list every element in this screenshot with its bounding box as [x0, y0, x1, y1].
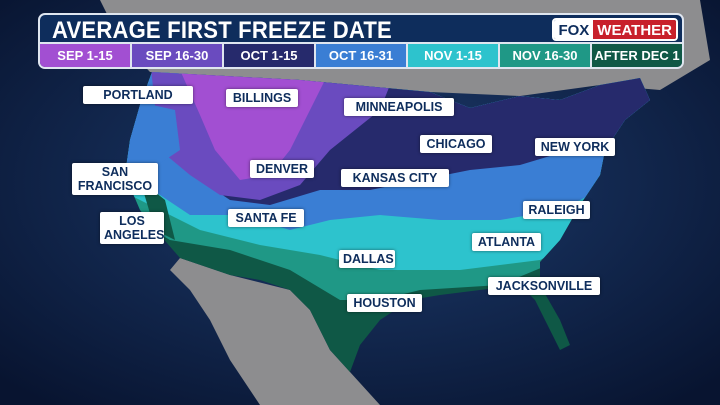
city-label-atlanta: ATLANTA — [472, 233, 541, 251]
city-label-chicago: CHICAGO — [420, 135, 492, 153]
san-francisco-line1: SAN — [101, 165, 129, 179]
san-francisco-line2: FRANCISCO — [77, 179, 153, 193]
city-label-new-york: NEW YORK — [535, 138, 615, 156]
city-label-denver: DENVER — [250, 160, 314, 178]
city-label-billings: BILLINGS — [226, 89, 298, 107]
logo-weather: WEATHER — [593, 20, 676, 39]
mexico-land — [170, 258, 380, 405]
map-title: AVERAGE FIRST FREEZE DATE — [52, 17, 392, 44]
los-angeles-line1: LOS — [119, 214, 145, 228]
legend-nov-1-15: NOV 1-15 — [408, 44, 500, 67]
logo-fox: FOX — [554, 20, 594, 39]
title-panel: AVERAGE FIRST FREEZE DATE FOX WEATHER SE… — [38, 13, 684, 69]
city-label-houston: HOUSTON — [347, 294, 422, 312]
city-label-kansas-city: KANSAS CITY — [341, 169, 449, 187]
city-label-los-angeles: LOS ANGELES — [100, 212, 164, 244]
city-label-santa-fe: SANTA FE — [228, 209, 304, 227]
fox-weather-logo: FOX WEATHER — [552, 18, 678, 41]
city-label-jacksonville: JACKSONVILLE — [488, 277, 600, 295]
city-label-dallas: DALLAS — [339, 250, 395, 268]
legend-nov-16-30: NOV 16-30 — [500, 44, 592, 67]
legend-sep-16-30: SEP 16-30 — [132, 44, 224, 67]
los-angeles-line2: ANGELES — [104, 228, 165, 242]
city-label-minneapolis: MINNEAPOLIS — [344, 98, 454, 116]
legend: SEP 1-15 SEP 16-30 OCT 1-15 OCT 16-31 NO… — [40, 42, 682, 67]
legend-oct-1-15: OCT 1-15 — [224, 44, 316, 67]
legend-after-dec-1: AFTER DEC 1 — [592, 44, 682, 67]
legend-sep-1-15: SEP 1-15 — [40, 44, 132, 67]
legend-oct-16-31: OCT 16-31 — [316, 44, 408, 67]
city-label-portland: PORTLAND — [83, 86, 193, 104]
city-label-raleigh: RALEIGH — [523, 201, 590, 219]
city-label-san-francisco: SAN FRANCISCO — [72, 163, 158, 195]
